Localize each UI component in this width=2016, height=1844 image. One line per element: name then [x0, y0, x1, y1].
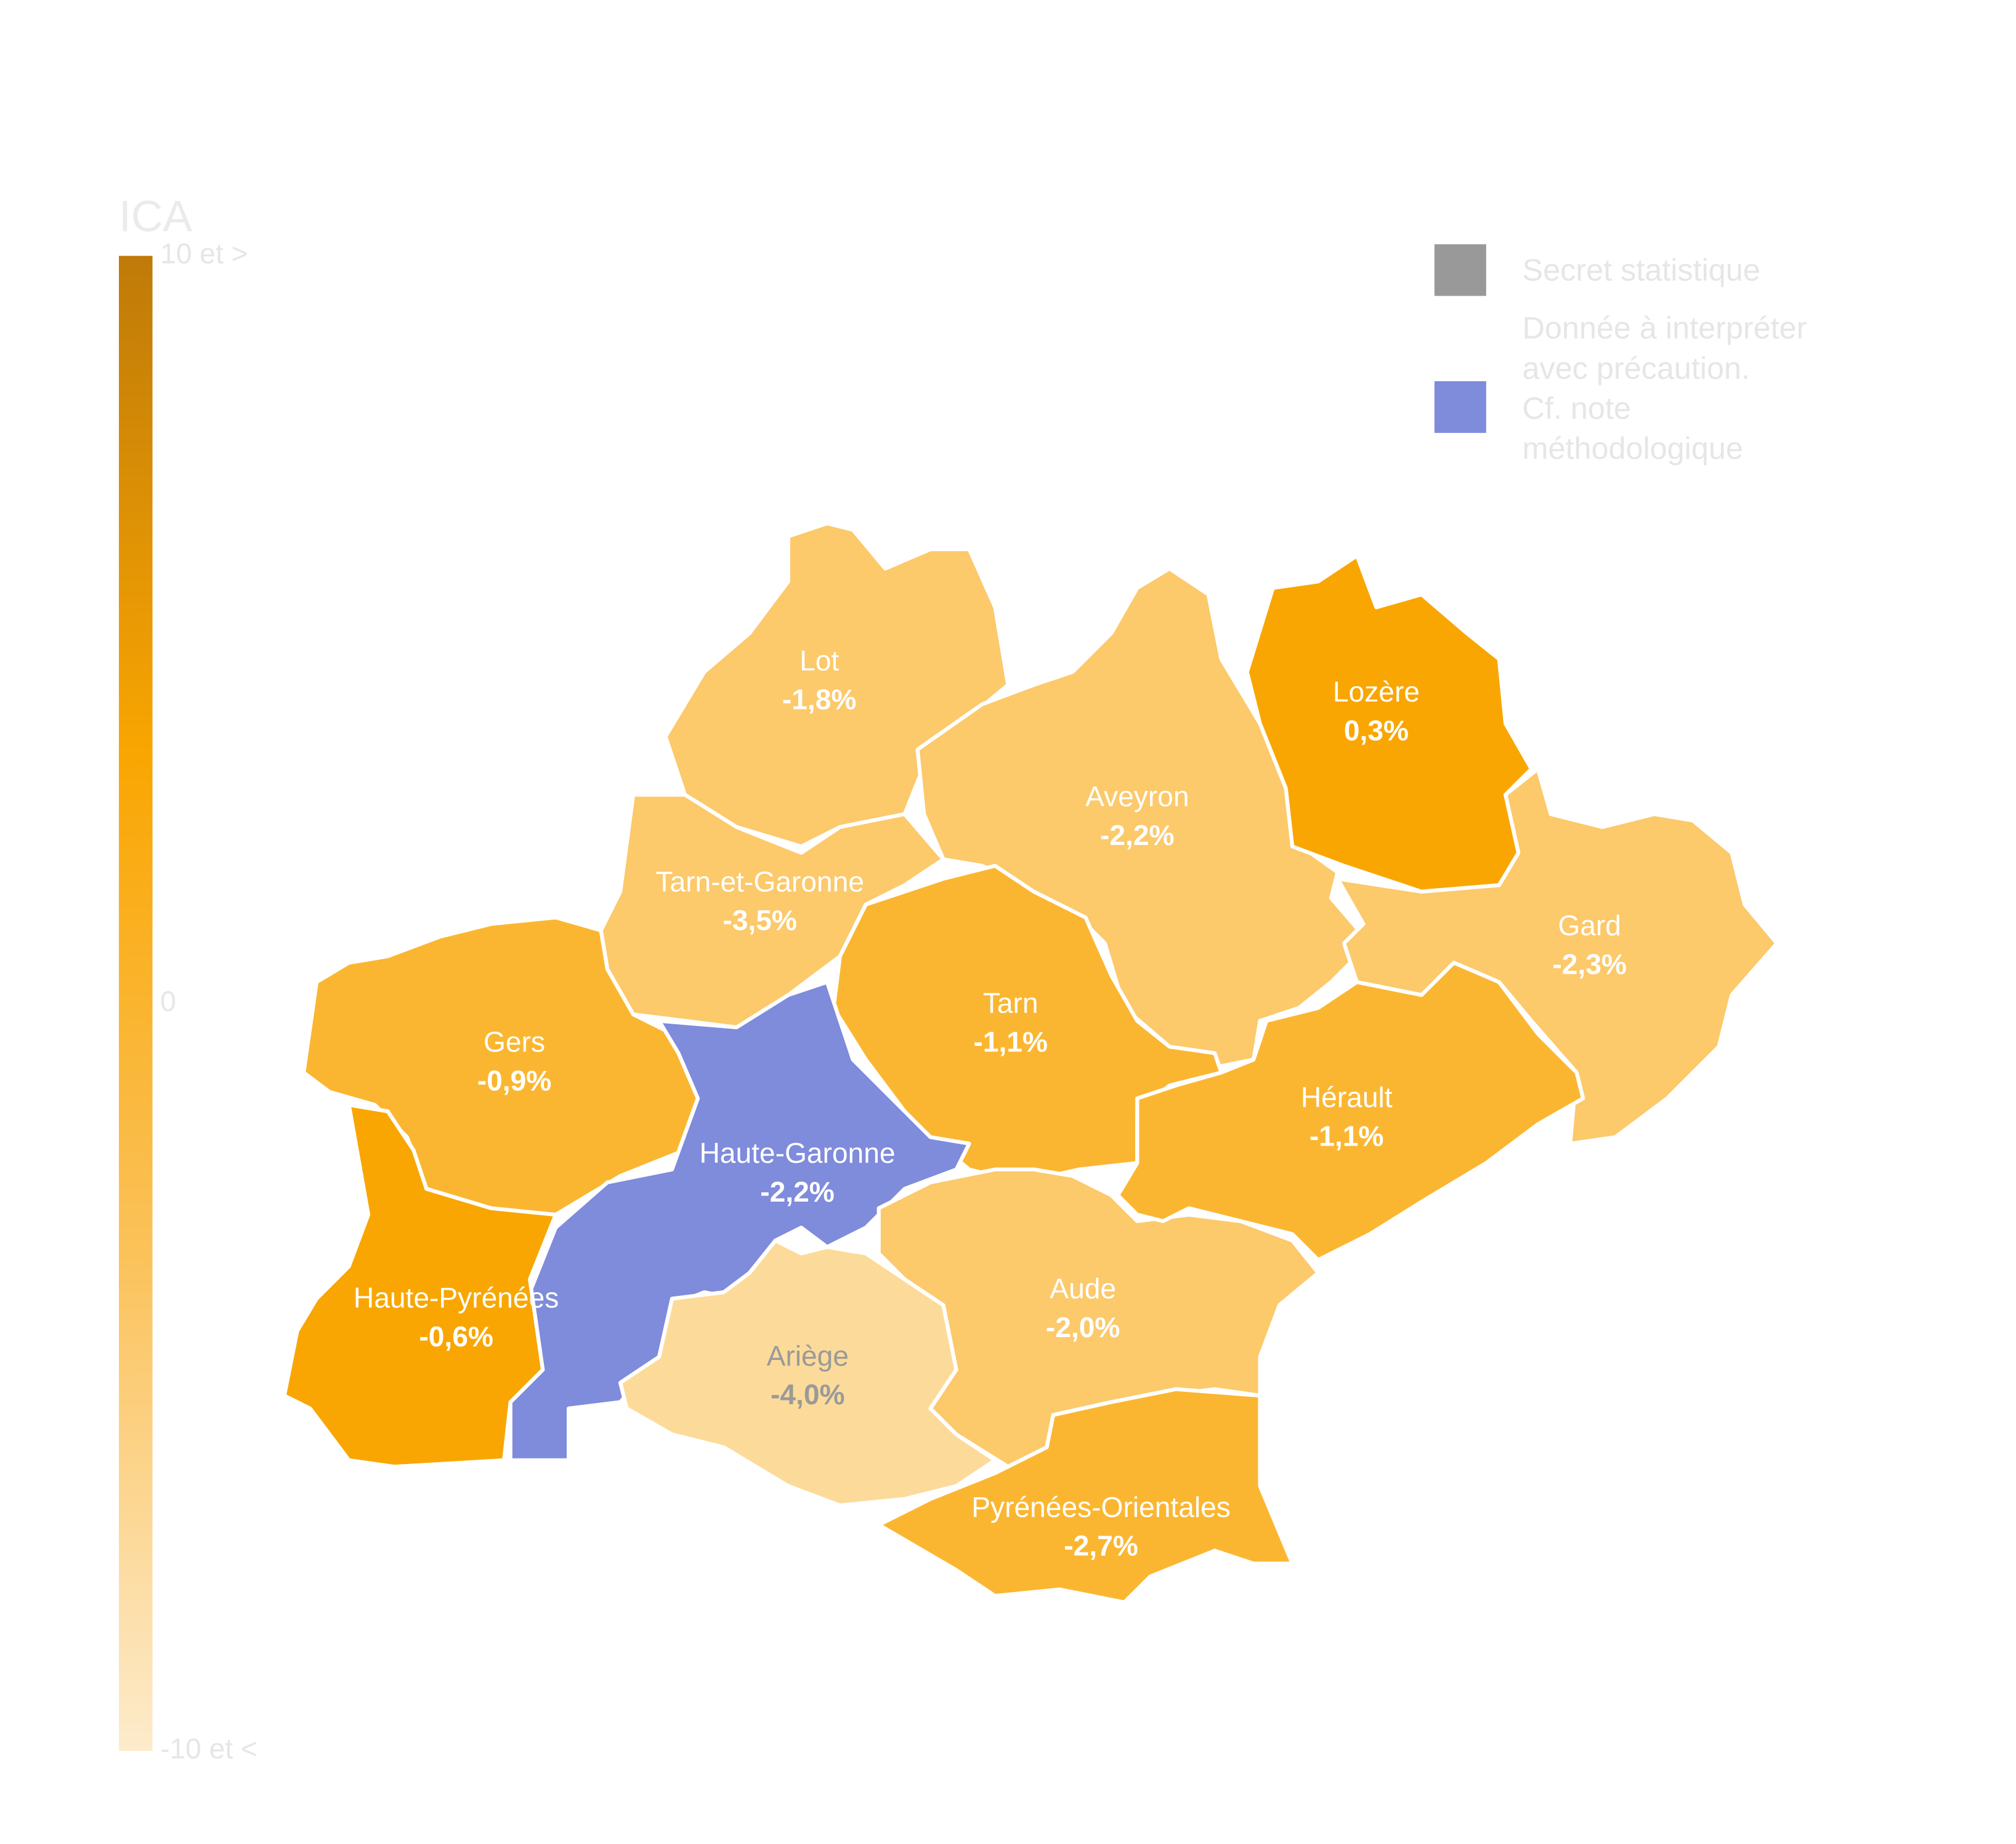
region-labels: Lot -1,8% Aveyron -2,2% Lozère 0,3% Gard -2,3% T… — [354, 645, 1627, 1562]
region-name: Ariège — [767, 1340, 849, 1372]
region-value: -2,3% — [1552, 948, 1627, 981]
legend-label: Donnée à interpréter avec précaution. Cf… — [1522, 311, 1807, 467]
colorbar-tick-label: -10 et < — [160, 1733, 257, 1765]
colorbar-tick-label: 10 et > — [160, 238, 248, 270]
legend-swatch — [1434, 381, 1486, 433]
region-value: -0,6% — [419, 1320, 493, 1353]
region — [282, 1102, 558, 1469]
region-name: Lot — [800, 645, 839, 677]
region-name: Haute-Pyrénées — [354, 1282, 559, 1314]
region-name: Tarn — [983, 987, 1038, 1019]
region-name: Haute-Garonne — [699, 1137, 895, 1169]
region-value: -2,0% — [1046, 1311, 1120, 1343]
region-value: -3,5% — [723, 904, 797, 936]
region-name: Lozère — [1333, 676, 1420, 708]
legend: Secret statistique Donnée à interpréter a… — [1434, 244, 1807, 467]
region-name: Gard — [1558, 910, 1621, 942]
region-value: 0,3% — [1344, 714, 1409, 746]
region-value: -1,1% — [1310, 1120, 1384, 1152]
region-name: Pyrénées-Orientales — [971, 1491, 1231, 1523]
legend-label-box: Donnée à interpréter avec précaution. Cf… — [1522, 311, 1807, 467]
legend-label-box: Secret statistique — [1522, 253, 1760, 288]
region-value: -1,1% — [973, 1025, 1048, 1057]
region-value: -0,9% — [477, 1064, 552, 1096]
regions — [282, 521, 1779, 1604]
region-value: -2,7% — [1064, 1530, 1138, 1562]
region — [1115, 960, 1585, 1262]
region-name: Gers — [484, 1025, 545, 1057]
region-value: -2,2% — [1100, 819, 1175, 851]
region-value: -2,2% — [760, 1176, 835, 1208]
region-name: Tarn-et-Garonne — [655, 865, 864, 897]
region-name: Aude — [1050, 1272, 1116, 1304]
region-name: Aveyron — [1085, 780, 1189, 812]
region-value: -1,8% — [782, 683, 857, 715]
legend-label: Secret statistique — [1522, 253, 1760, 288]
region-name: Hérault — [1301, 1082, 1393, 1114]
colorbar-title: ICA — [119, 192, 192, 241]
colorbar — [119, 256, 153, 1751]
region-value: -4,0% — [771, 1378, 845, 1410]
legend-swatch — [1434, 244, 1486, 296]
region — [876, 1387, 1295, 1604]
colorbar-tick-label: 0 — [160, 985, 176, 1017]
